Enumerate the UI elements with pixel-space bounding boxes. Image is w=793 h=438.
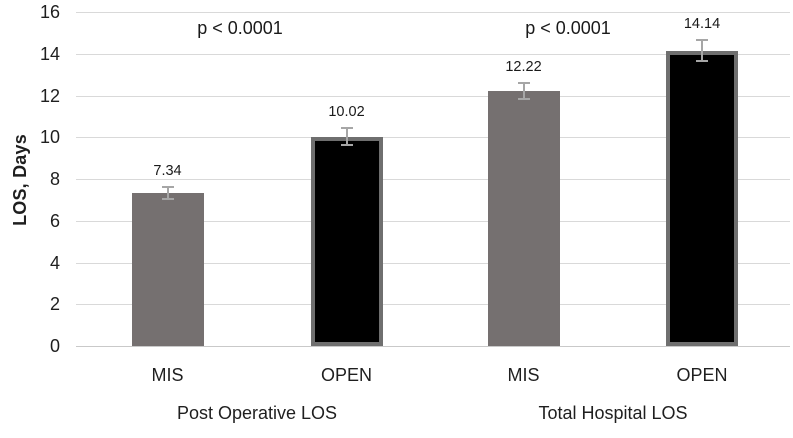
gridline — [76, 304, 790, 306]
error-bar — [701, 40, 703, 62]
error-bar-cap — [161, 198, 174, 201]
x-axis-line — [76, 346, 790, 347]
error-bar-cap — [517, 81, 530, 84]
y-tick-label: 14 — [39, 43, 60, 64]
y-tick-label: 10 — [39, 127, 60, 148]
error-bar-cap — [517, 98, 530, 101]
bar-value-label: 12.22 — [505, 58, 542, 75]
y-tick-label: 12 — [39, 85, 60, 106]
error-bar-cap — [340, 127, 353, 130]
category-label: MIS — [151, 365, 184, 385]
p-value-annotation: p < 0.0001 — [525, 18, 611, 38]
gridline — [76, 95, 790, 97]
group-label: Post Operative LOS — [176, 403, 338, 423]
bar — [666, 50, 738, 346]
error-bar-cap — [696, 39, 708, 42]
bar — [131, 192, 204, 346]
y-tick-label: 6 — [49, 210, 60, 231]
bar-value-label: 10.02 — [328, 104, 365, 121]
error-bar — [166, 186, 169, 200]
bar-value-label: 14.14 — [683, 16, 721, 33]
bar — [310, 136, 383, 346]
error-bar — [345, 128, 348, 146]
p-value-annotation: p < 0.0001 — [197, 18, 283, 38]
y-tick-label: 4 — [49, 252, 60, 273]
y-tick-label: 8 — [49, 169, 60, 189]
group-label: Total Hospital LOS — [538, 403, 688, 423]
y-tick-label: 16 — [39, 2, 60, 22]
category-label: OPEN — [320, 365, 372, 385]
bar-value-label: 7.34 — [153, 162, 182, 179]
gridline — [76, 220, 790, 222]
gridline — [76, 137, 790, 139]
bar — [487, 90, 560, 346]
error-bar-cap — [696, 60, 708, 63]
gridline — [76, 53, 790, 55]
y-tick-label: 2 — [49, 294, 60, 315]
gridline — [76, 262, 790, 264]
y-tick-label: 0 — [49, 336, 60, 356]
gridline — [76, 12, 790, 13]
error-bar-cap — [340, 144, 353, 147]
error-bar — [522, 82, 525, 100]
category-label: MIS — [507, 365, 540, 385]
gridline — [76, 179, 790, 180]
category-label: OPEN — [676, 365, 728, 385]
error-bar-cap — [161, 185, 174, 188]
